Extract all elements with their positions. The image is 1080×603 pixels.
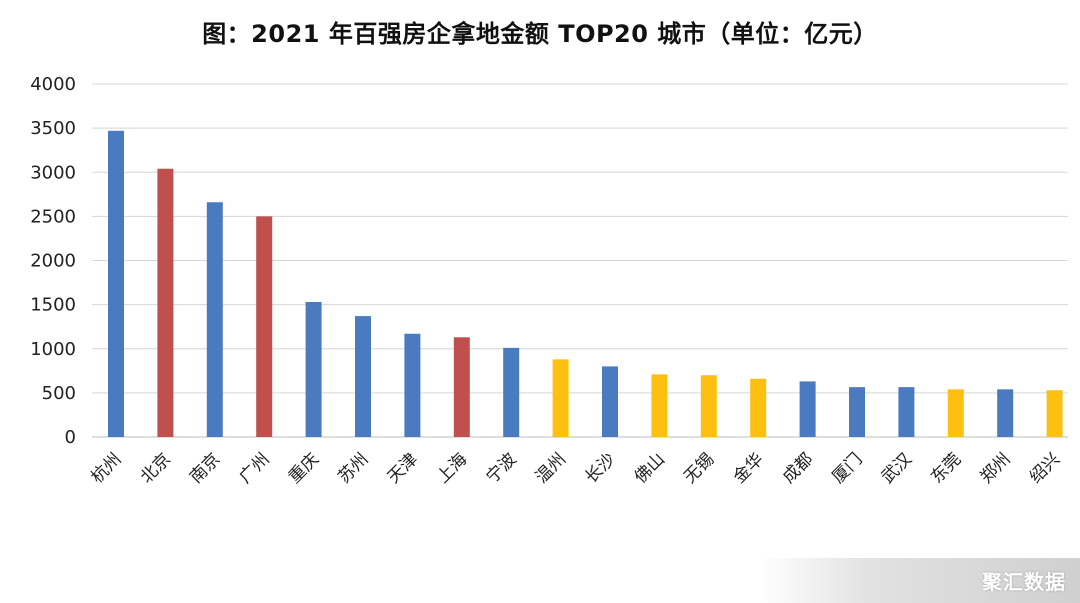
y-tick-label: 3500 [30,118,76,139]
bar-2 [157,168,174,437]
x-category-label: 东莞 [927,449,965,487]
bar-13 [700,375,717,437]
watermark-band [760,558,1080,603]
x-category-label: 金华 [730,449,768,487]
y-tick-label: 1000 [30,339,76,360]
x-category-label: 成都 [779,449,817,487]
bar-10 [552,359,569,437]
bar-7 [404,333,421,437]
y-tick-label: 2500 [30,206,76,227]
y-tick-label: 2000 [30,251,76,272]
y-axis-tick-labels: 0 500 1000 1500 2000 2500 3000 3500 4000 [30,74,76,448]
bar-19 [997,389,1014,437]
bar-15 [799,381,816,437]
y-tick-label: 0 [65,427,76,448]
x-category-label: 南京 [186,449,224,487]
bar-16 [849,387,865,437]
x-category-label: 佛山 [631,449,669,487]
x-category-label: 温州 [532,449,570,487]
bar-1 [108,130,124,437]
bar-3 [206,202,223,437]
bar-20 [1046,390,1063,437]
x-category-label: 绍兴 [1026,449,1064,487]
x-category-label: 上海 [433,449,471,487]
x-category-label: 厦门 [828,449,866,487]
y-tick-label: 4000 [30,74,76,95]
x-category-label: 重庆 [285,449,323,487]
bar-12 [651,374,668,437]
bar-5 [305,301,322,437]
x-category-label: 长沙 [581,449,619,487]
watermark-text: 聚汇数据 [982,570,1066,594]
bar-11 [602,366,618,437]
bar-4 [256,216,273,437]
bars [108,130,1063,437]
y-tick-label: 500 [42,383,76,404]
bar-9 [503,347,520,437]
x-axis-category-labels: 杭州 北京 南京 广州 重庆 苏州 天津 上海 宁波 温州 长沙 佛山 无锡 金华 成都 厦门 武汉 东莞 郑州 绍兴 [87,449,1064,487]
bar-17 [898,387,915,437]
x-category-label: 武汉 [878,449,916,487]
y-tick-label: 1500 [30,295,76,316]
x-category-label: 杭州 [87,449,125,487]
chart-title: 图：2021 年百强房企拿地金额 TOP20 城市（单位：亿元） [202,20,878,48]
x-category-label: 宁波 [483,449,521,487]
bar-14 [750,378,767,437]
x-category-label: 北京 [137,449,175,487]
x-category-label: 郑州 [977,449,1015,487]
grid-lines [92,83,1068,438]
y-tick-label: 3000 [30,162,76,183]
x-category-label: 广州 [236,449,274,487]
bar-18 [947,389,964,437]
bar-6 [355,316,371,437]
bar-8 [453,337,470,437]
x-category-label: 天津 [384,449,422,487]
x-category-label: 苏州 [334,449,372,487]
x-category-label: 无锡 [680,449,718,487]
